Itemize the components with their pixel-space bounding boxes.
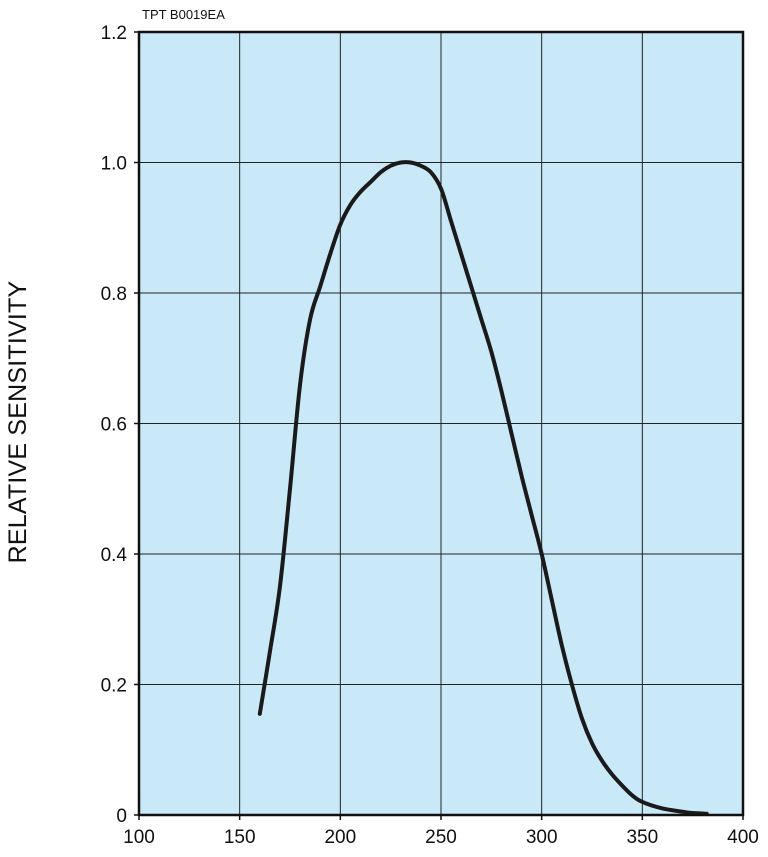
- series-layer: [257, 160, 709, 816]
- axis-layer: 100 150 200 250 300 350 400 0 0.2 0.4 0.6 0.8 1.0 1.2: [101, 23, 759, 848]
- x-tick-label: 350: [626, 827, 658, 848]
- y-tick-label: 0.2: [101, 676, 127, 697]
- y-tick-label: 0.6: [101, 415, 127, 436]
- y-tick-label: 1.2: [101, 23, 127, 44]
- sensitivity-curve: [257, 160, 709, 816]
- x-tick-label: 250: [425, 827, 457, 848]
- y-axis-label: RELATIVE SENSITIVITY: [4, 280, 32, 563]
- grid-layer: [139, 32, 743, 815]
- x-tick-label: 300: [526, 827, 558, 848]
- figure-code-label: TPT B0019EA: [142, 7, 225, 22]
- y-tick-label: 0.8: [101, 284, 127, 305]
- x-tick-label: 400: [727, 827, 759, 848]
- y-tick-label: 0.4: [101, 545, 128, 566]
- y-tick-label: 1.0: [101, 154, 127, 175]
- y-tick-label: 0: [116, 806, 127, 827]
- x-tick-label: 200: [324, 827, 356, 848]
- x-tick-label: 150: [224, 827, 256, 848]
- x-tick-label: 100: [123, 827, 155, 848]
